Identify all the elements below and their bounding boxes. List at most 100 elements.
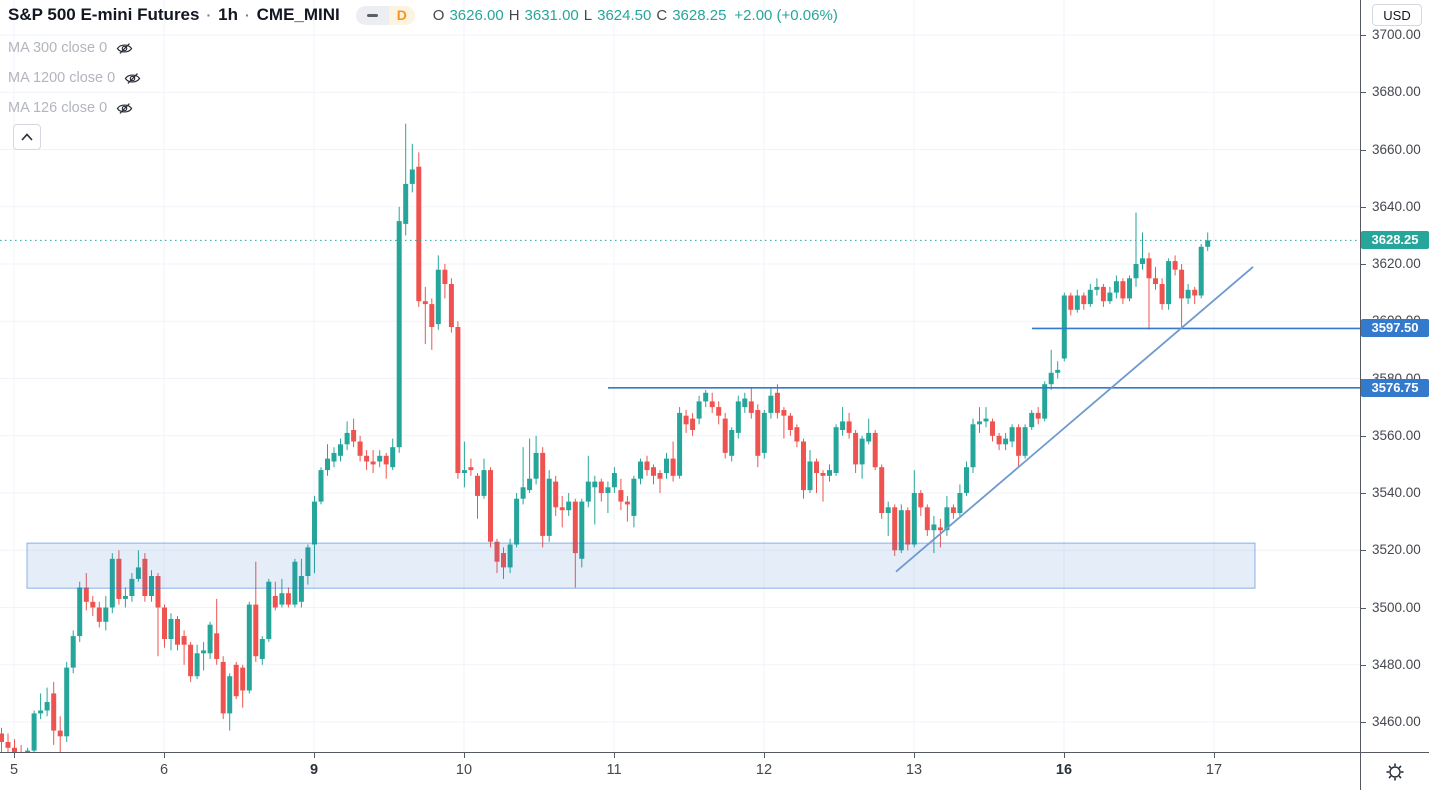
- indicator-row-ma126[interactable]: MA 126 close 0: [8, 96, 141, 120]
- daily-resolution-badge[interactable]: D: [388, 5, 415, 25]
- candle-body: [755, 410, 761, 456]
- eye-off-icon[interactable]: [116, 100, 133, 117]
- candle-body: [931, 524, 937, 531]
- change-value: +2.00 (+0.06%): [734, 6, 838, 24]
- candle-body: [879, 467, 885, 513]
- candle-body: [12, 747, 17, 754]
- candle-body: [448, 284, 454, 327]
- candle-body: [377, 455, 383, 462]
- time-axis-label: 5: [9, 762, 19, 778]
- minus-icon[interactable]: [355, 5, 389, 25]
- trendline[interactable]: [895, 266, 1254, 573]
- separator-dot: ·: [206, 7, 212, 23]
- time-tick: [614, 753, 615, 758]
- candle-body: [690, 418, 696, 430]
- close-value: 3628.25: [672, 6, 727, 24]
- level-price-badge: 3576.75: [1361, 378, 1429, 397]
- candle-body: [787, 415, 793, 430]
- candle-body: [1107, 292, 1113, 302]
- collapse-legend-button[interactable]: [13, 124, 41, 150]
- chevron-up-icon: [21, 133, 33, 141]
- indicator-label: MA 126 close 0: [8, 100, 108, 116]
- candle-body: [911, 493, 917, 545]
- price-axis-label: 3500.00: [1372, 599, 1421, 615]
- time-axis[interactable]: 5 6 9 10 11 12 13 16 17: [0, 752, 1361, 790]
- current-price-badge: 3628.25: [1361, 231, 1429, 250]
- candle-body: [155, 576, 161, 608]
- candle-body: [638, 461, 643, 479]
- price-axis[interactable]: 3700.003680.003660.003640.003620.003600.…: [1360, 0, 1429, 752]
- candle-body: [246, 604, 252, 691]
- candle-body: [546, 478, 552, 536]
- candle-body: [481, 470, 487, 496]
- time-axis-label: 6: [159, 762, 169, 778]
- candle-body: [44, 702, 50, 711]
- candle-body: [116, 558, 122, 599]
- time-tick: [764, 753, 765, 758]
- eye-off-icon[interactable]: [116, 40, 133, 57]
- close-label: C: [656, 6, 668, 24]
- price-axis-label: 3620.00: [1372, 256, 1421, 271]
- candle-body: [781, 410, 787, 416]
- candle-body: [566, 501, 572, 511]
- candle-body: [833, 427, 839, 473]
- price-tick: [1361, 149, 1366, 151]
- candle-body: [142, 558, 148, 596]
- candle-body: [983, 418, 989, 422]
- symbol-title[interactable]: S&P 500 E-mini Futures: [8, 5, 200, 24]
- candle-body: [827, 470, 832, 476]
- candle-body: [644, 461, 650, 471]
- candle-body: [559, 507, 565, 511]
- price-tick: [1361, 607, 1366, 609]
- gear-icon[interactable]: [1385, 762, 1405, 782]
- time-axis-label: 16: [1055, 762, 1073, 778]
- candle-body: [57, 730, 63, 737]
- time-tick: [914, 753, 915, 758]
- candle-body: [188, 644, 194, 677]
- interval-label[interactable]: 1h: [218, 5, 238, 24]
- time-tick: [14, 753, 15, 758]
- candle-body: [761, 412, 767, 453]
- eye-off-icon[interactable]: [124, 70, 141, 87]
- candle-body: [83, 587, 89, 602]
- separator-dot: ·: [244, 7, 250, 23]
- candle-body: [468, 467, 474, 471]
- support-zone-rectangle[interactable]: [26, 542, 1256, 589]
- candle-body: [716, 407, 722, 416]
- candle-body: [501, 553, 506, 568]
- candle-body: [1153, 278, 1158, 284]
- candle-body: [657, 473, 663, 479]
- candle-body: [1185, 289, 1191, 299]
- candle-body: [683, 415, 689, 425]
- candle-body: [5, 742, 11, 748]
- open-label: O: [432, 6, 445, 24]
- time-tick: [1214, 753, 1215, 758]
- candle-body: [1127, 278, 1132, 299]
- level-price-badge: 3597.50: [1361, 319, 1429, 338]
- candle-body: [1140, 258, 1145, 264]
- candle-body: [527, 478, 533, 491]
- indicator-row-ma300[interactable]: MA 300 close 0: [8, 36, 141, 60]
- high-value: 3631.00: [524, 6, 579, 24]
- time-axis-label: 11: [606, 762, 622, 778]
- candle-body: [122, 596, 128, 599]
- candle-body: [455, 327, 461, 473]
- price-tick: [1361, 493, 1366, 494]
- candle-body: [918, 493, 924, 508]
- candle-body: [937, 527, 943, 531]
- currency-button[interactable]: USD: [1372, 4, 1422, 26]
- candle-body: [990, 421, 995, 436]
- candle-body: [168, 619, 174, 639]
- candle-body: [364, 455, 370, 462]
- candle-body: [957, 493, 963, 513]
- candle-body: [1016, 427, 1022, 456]
- candle-body: [259, 639, 265, 659]
- resolution-toggle[interactable]: D: [355, 5, 415, 25]
- indicator-row-ma1200[interactable]: MA 1200 close 0: [8, 66, 141, 90]
- candle-body: [507, 544, 513, 568]
- candle-body: [1113, 281, 1119, 293]
- axis-settings-corner[interactable]: [1360, 752, 1429, 790]
- indicator-label: MA 1200 close 0: [8, 70, 116, 86]
- candle-body: [1042, 384, 1048, 419]
